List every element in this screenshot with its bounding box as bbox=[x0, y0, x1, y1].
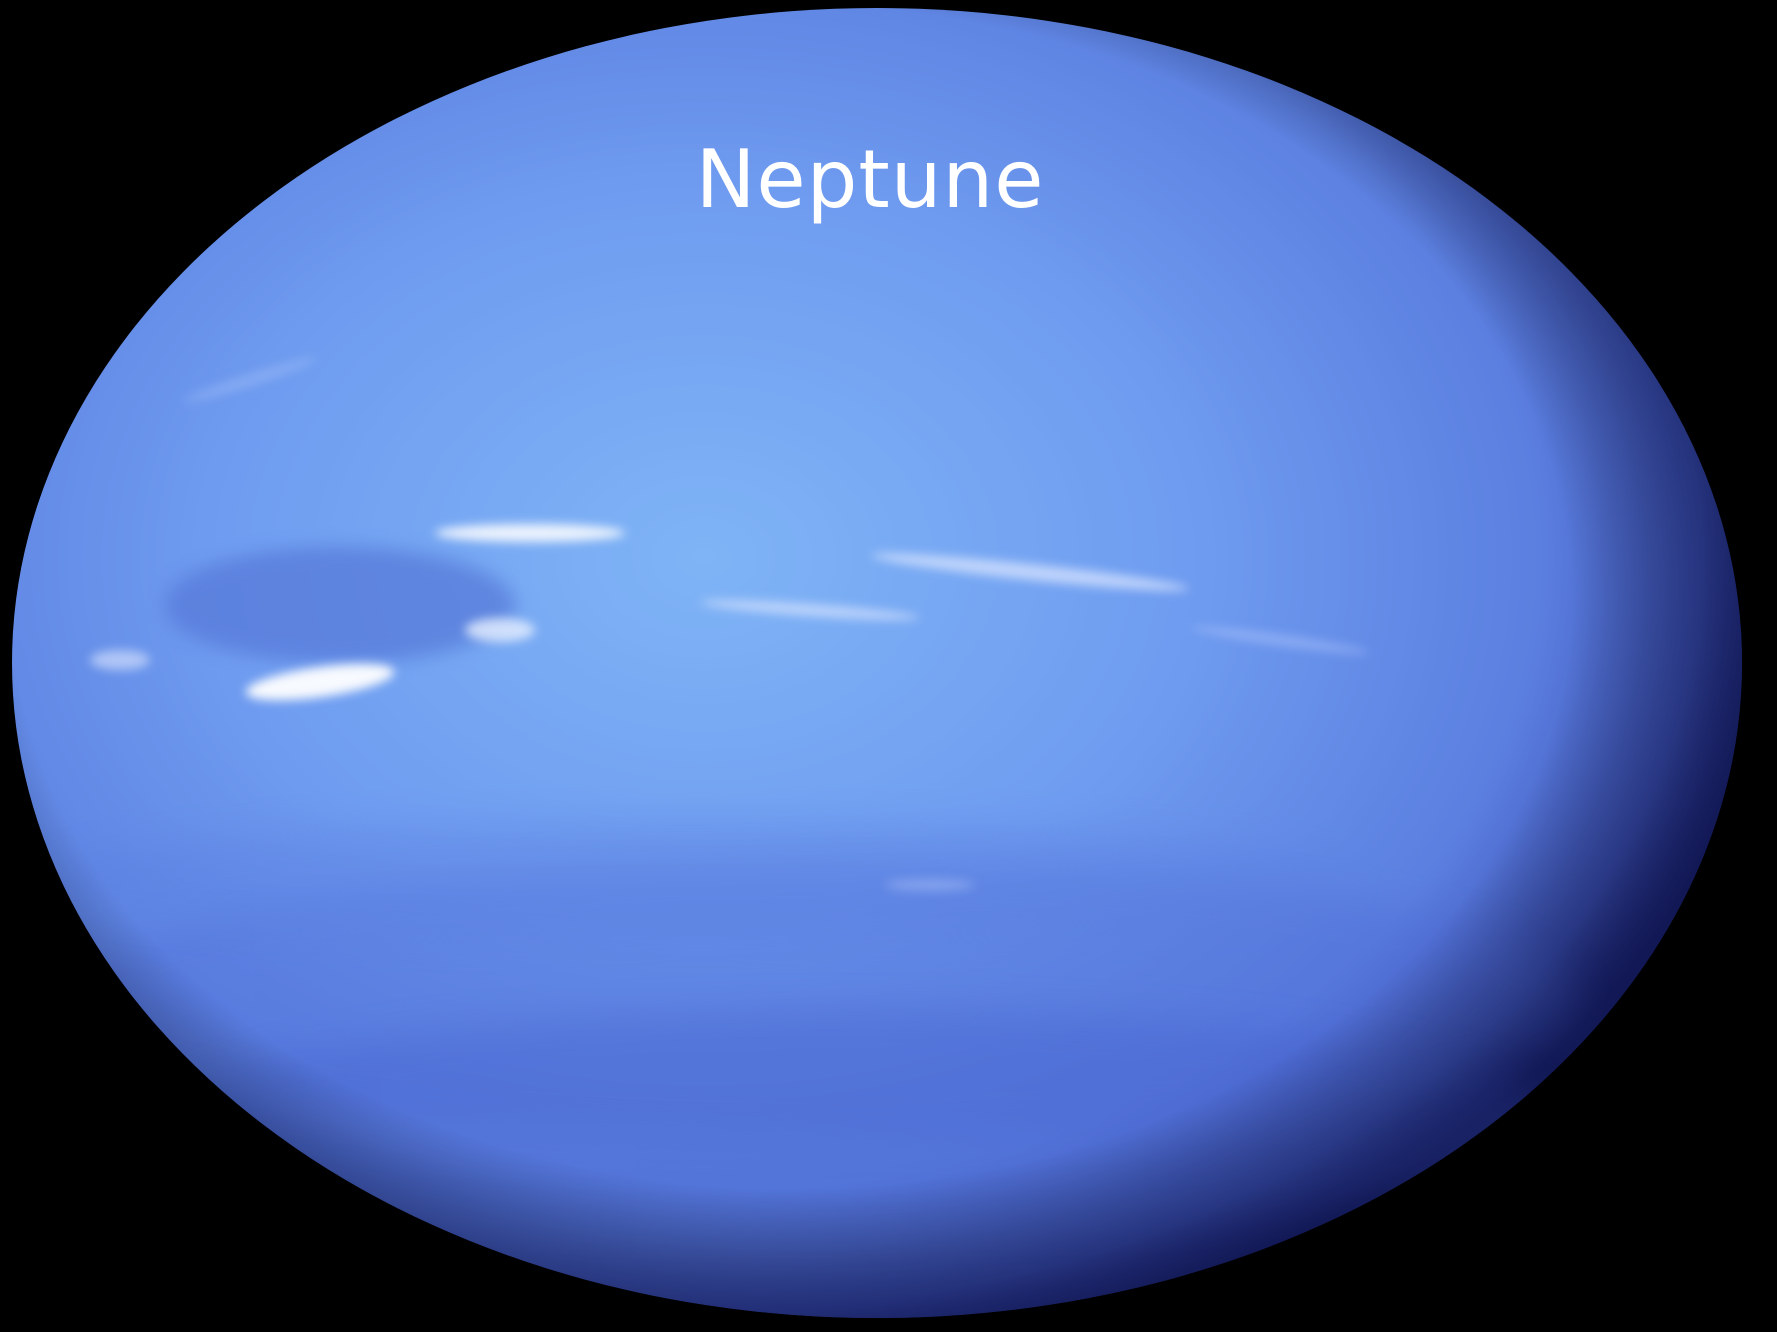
planet-limb bbox=[12, 8, 1742, 1318]
slide-title: Neptune bbox=[695, 133, 1045, 226]
